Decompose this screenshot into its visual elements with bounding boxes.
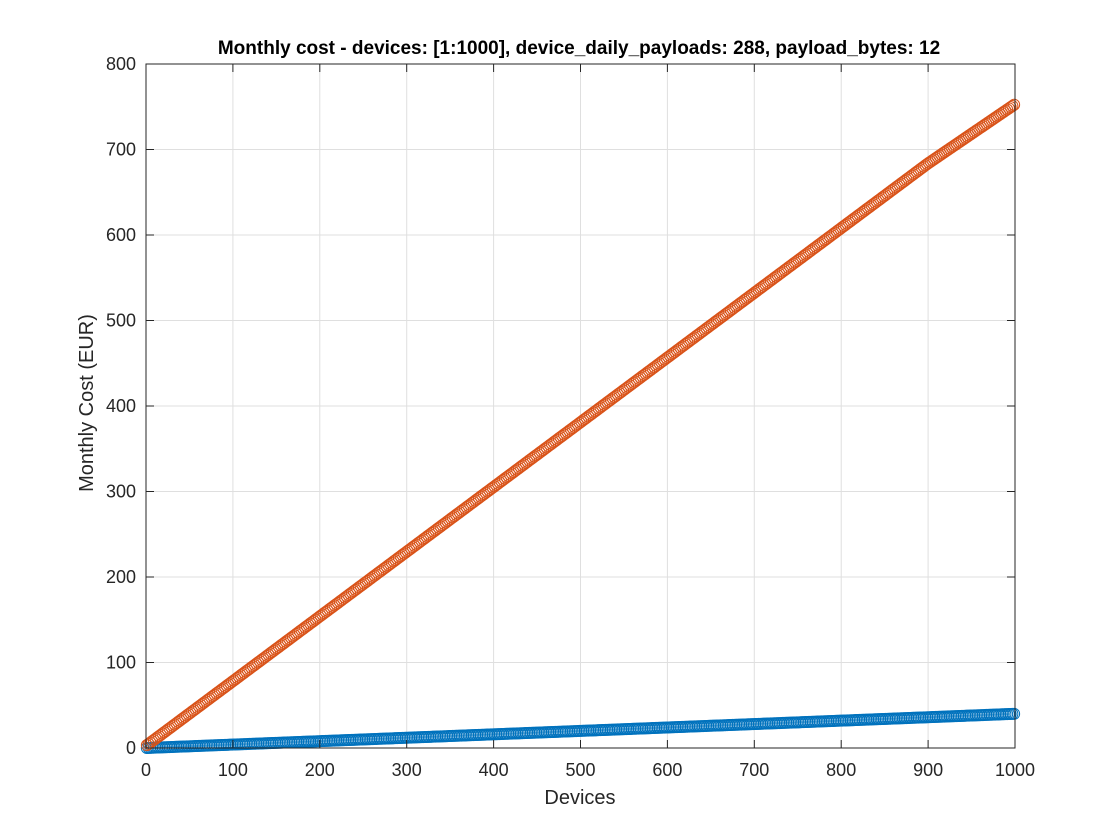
series-layer [140,98,1021,754]
data-point [1004,101,1017,114]
y-tick-label: 200 [106,567,136,587]
y-tick-label: 300 [106,482,136,502]
y-tick-label: 100 [106,653,136,673]
x-tick-label: 800 [826,760,856,780]
y-axis-label: Monthly Cost (EUR) [76,314,98,492]
y-tick-label: 700 [106,140,136,160]
x-tick-label: 1000 [995,760,1035,780]
y-tick-label: 800 [106,54,136,74]
x-tick-label: 0 [141,760,151,780]
x-tick-label: 600 [652,760,682,780]
y-tick-label: 500 [106,311,136,331]
data-series-2 [140,98,1021,752]
data-point [1008,707,1021,720]
y-tick-label: 600 [106,225,136,245]
tick-layer: 0 100 200 300 400 500 600 700 800 900 1000 0 100 200 3… [106,54,1035,780]
x-tick-label: 300 [392,760,422,780]
x-axis-label: Devices [544,787,615,809]
y-tick-label: 0 [126,738,136,758]
data-series-1 [140,707,1021,754]
y-tick-label: 400 [106,396,136,416]
chart-title: Monthly cost - devices: [1:1000], device… [218,38,940,59]
x-tick-label: 700 [739,760,769,780]
data-point [1008,98,1021,111]
x-tick-label: 200 [305,760,335,780]
data-point [1006,99,1019,112]
x-tick-label: 400 [479,760,509,780]
x-tick-label: 100 [218,760,248,780]
x-tick-label: 500 [565,760,595,780]
x-tick-label: 900 [913,760,943,780]
